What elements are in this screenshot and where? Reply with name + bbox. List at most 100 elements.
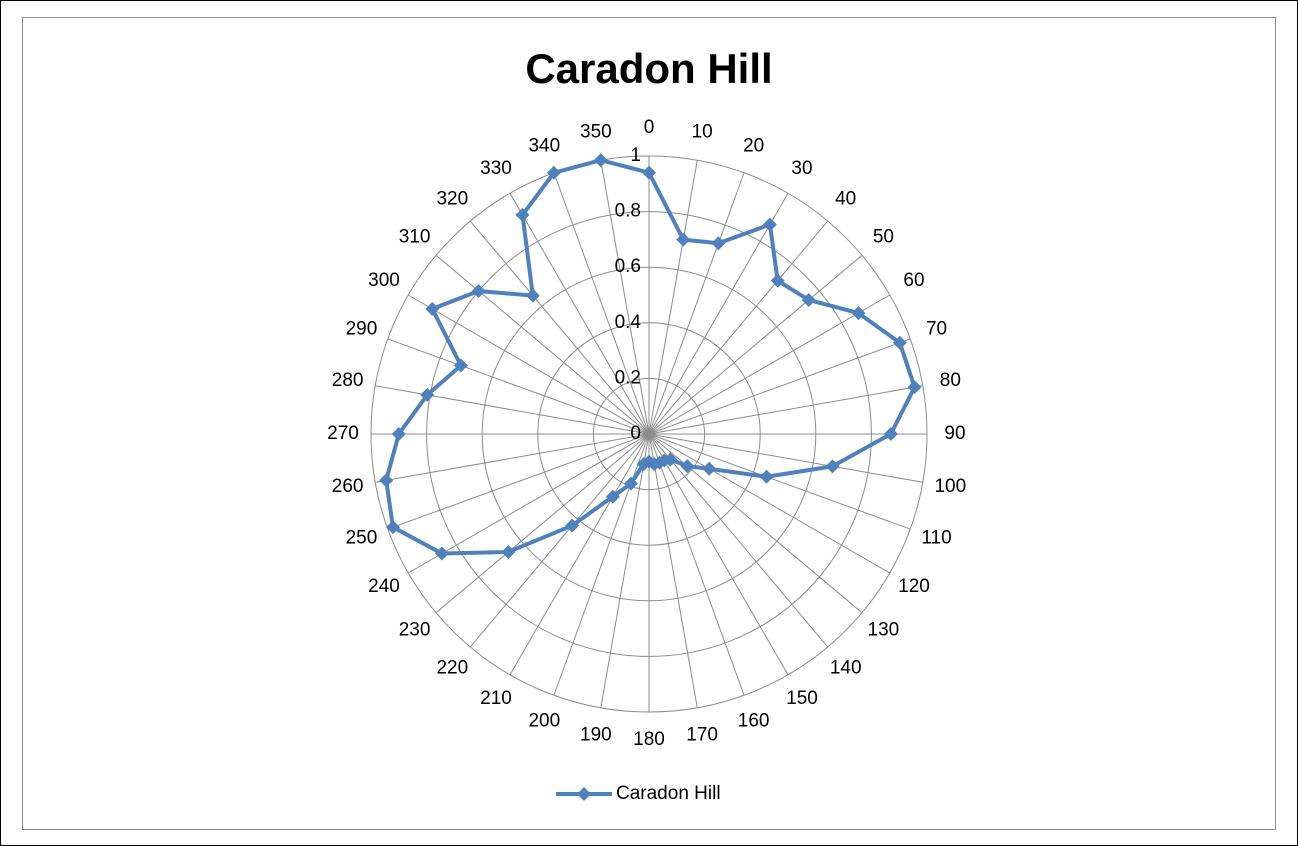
angle-label: 150 (786, 688, 818, 709)
marker (883, 427, 898, 441)
marker (593, 153, 608, 168)
angle-label: 120 (898, 576, 930, 597)
marker (385, 520, 400, 535)
spoke (648, 254, 863, 435)
spoke (648, 160, 698, 435)
marker (801, 292, 816, 307)
spoke (648, 433, 911, 530)
angle-label: 210 (480, 688, 512, 709)
angle-label: 250 (346, 528, 378, 549)
spoke (648, 338, 911, 435)
angle-label: 80 (940, 370, 961, 391)
marker (420, 387, 435, 402)
angle-label: 10 (692, 122, 713, 143)
chart-title: Caradon Hill (525, 45, 772, 92)
angle-label: 30 (791, 158, 812, 179)
angle-label: 0 (644, 117, 655, 138)
angle-label: 70 (926, 318, 947, 339)
angle-label: 310 (399, 226, 431, 247)
spoke (648, 433, 891, 574)
r-tick-label: 1 (630, 145, 641, 166)
spoke (469, 220, 650, 435)
marker (605, 489, 620, 504)
angle-label: 270 (327, 423, 359, 444)
spoke (387, 338, 650, 435)
spoke (648, 385, 923, 435)
angle-label: 160 (738, 711, 770, 732)
marker (391, 427, 406, 441)
spoke (509, 433, 650, 676)
spoke (469, 433, 650, 648)
marker (907, 380, 922, 395)
marker (471, 284, 486, 299)
marker (680, 459, 695, 474)
chart-border (22, 17, 1276, 830)
r-tick-label: 0.2 (615, 367, 641, 388)
angle-label: 240 (368, 576, 400, 597)
marker (434, 546, 449, 561)
marker (702, 461, 717, 476)
spoke (648, 294, 891, 435)
angle-label: 200 (528, 711, 560, 732)
angle-label: 90 (944, 423, 965, 444)
spoke (407, 294, 650, 435)
marker (546, 165, 561, 180)
spoke (648, 433, 923, 483)
spoke (435, 254, 650, 435)
r-tick-label: 0.6 (615, 256, 641, 277)
spoke (553, 172, 650, 435)
spoke (509, 192, 650, 435)
angle-label: 110 (921, 528, 951, 549)
spoke (407, 433, 650, 574)
r-tick-label: 0.4 (615, 312, 642, 333)
marker (711, 236, 726, 251)
spoke (435, 433, 650, 614)
spoke (648, 433, 698, 708)
angle-label: 20 (743, 135, 764, 156)
spoke (648, 433, 745, 696)
marker (642, 165, 656, 180)
marker (565, 518, 580, 533)
marker (770, 273, 785, 288)
marker (525, 288, 540, 303)
marker (825, 459, 840, 474)
angle-label: 220 (436, 657, 468, 678)
angle-label: 330 (480, 158, 512, 179)
spoke (375, 433, 650, 483)
spoke (375, 385, 650, 435)
angle-label: 60 (903, 270, 924, 291)
spoke (648, 220, 829, 435)
marker (515, 207, 530, 222)
r-tick-label: 0.8 (615, 201, 641, 222)
marker (892, 335, 907, 350)
angle-label: 290 (346, 318, 378, 339)
angle-label: 340 (528, 135, 560, 156)
marker (425, 301, 440, 316)
spoke (648, 192, 789, 435)
angle-label: 350 (580, 122, 612, 143)
marker (851, 306, 866, 321)
angle-label: 100 (934, 476, 966, 497)
marker (453, 358, 468, 373)
spoke (648, 433, 829, 648)
legend-marker (577, 787, 591, 801)
r-tick-label: 0 (630, 423, 641, 444)
angle-label: 40 (835, 189, 856, 210)
angle-label: 280 (332, 370, 364, 391)
spoke (648, 172, 745, 435)
spoke (387, 433, 650, 530)
marker (676, 232, 691, 247)
marker (759, 469, 774, 484)
spoke (600, 160, 650, 435)
angle-label: 320 (436, 189, 468, 210)
marker (379, 473, 394, 488)
spoke (600, 433, 650, 708)
marker (636, 457, 651, 472)
legend-label: Caradon Hill (616, 783, 721, 804)
marker (501, 544, 516, 559)
marker (762, 217, 777, 232)
angle-label: 50 (873, 226, 894, 247)
angle-label: 230 (399, 620, 431, 641)
angle-label: 140 (830, 657, 862, 678)
angle-label: 180 (633, 729, 665, 750)
